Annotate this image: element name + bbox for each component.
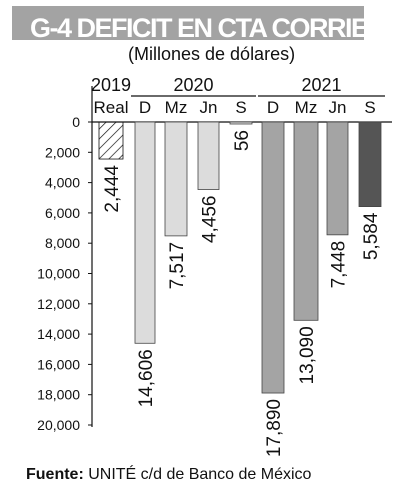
chart-title: G-4 DEFICIT EN CTA CORRIENTE: [30, 13, 405, 43]
bar-2019-real: [98, 121, 124, 160]
source-text: UNITÉ c/d de Banco de México: [83, 466, 312, 483]
category-label-2021-jn: Jn: [329, 98, 347, 117]
source-note: Fuente: UNITÉ c/d de Banco de México: [26, 466, 311, 484]
bar-2020-s: [229, 121, 253, 125]
bar-2020-jn: [197, 121, 220, 190]
year-label-2020: 2020: [173, 75, 213, 95]
category-label-2020-s: S: [235, 98, 246, 117]
bar-series: [98, 121, 382, 394]
category-label-2019-real: Real: [94, 98, 129, 117]
bar-2021-s: [358, 121, 382, 207]
category-label-2021-mz: Mz: [295, 98, 318, 117]
y-tick-label: 18,000: [37, 387, 80, 403]
bar-2020-mz: [164, 121, 188, 237]
data-label-2020-jn: 4,456: [200, 196, 221, 244]
bar-2021-mz: [293, 121, 319, 321]
y-tick-label: 4,000: [45, 175, 80, 191]
data-label-2020-d: 14,606: [136, 349, 157, 407]
data-label-2021-mz: 13,090: [297, 326, 318, 384]
category-label-2021-s: S: [364, 98, 375, 117]
y-tick-label: 0: [72, 114, 80, 130]
y-tick-label: 2,000: [45, 144, 80, 160]
title-banner: G-4 DEFICIT EN CTA CORRIENTE: [12, 6, 405, 43]
y-tick-label: 6,000: [45, 205, 80, 221]
chart-axes: 0 2,000 4,000 6,000 8,000 10,000 12,000 14,000 1…: [37, 86, 392, 433]
chart-subtitle: (Millones de dólares): [128, 44, 296, 64]
y-tick-label: 14,000: [37, 326, 80, 342]
bar-chart: 0 2,000 4,000 6,000 8,000 10,000 12,000 14,000 1…: [37, 75, 392, 457]
category-label-2021-d: D: [267, 98, 279, 117]
source-prefix: Fuente:: [26, 466, 84, 483]
category-label-2020-jn: Jn: [200, 98, 218, 117]
y-tick-label: 20,000: [37, 417, 80, 433]
data-label-2021-jn: 7,448: [329, 241, 350, 289]
category-headers: Real D Mz Jn S D Mz Jn S 2019 2020 2021: [91, 75, 385, 117]
category-label-2020-mz: Mz: [165, 98, 188, 117]
data-label-2020-s: 56: [232, 130, 253, 151]
bar-2021-d: [261, 121, 285, 394]
category-label-2020-d: D: [139, 98, 151, 117]
y-tick-label: 16,000: [37, 356, 80, 372]
year-label-2021: 2021: [301, 75, 341, 95]
bar-2021-jn: [326, 121, 349, 236]
year-label-2019: 2019: [91, 75, 131, 95]
data-label-2021-s: 5,584: [361, 212, 382, 260]
data-label-2020-mz: 7,517: [167, 242, 188, 290]
data-label-2019-real: 2,444: [102, 165, 123, 213]
y-tick-label: 12,000: [37, 296, 80, 312]
y-tick-label: 8,000: [45, 235, 80, 251]
y-tick-label: 10,000: [37, 266, 80, 282]
data-labels: 2,444 14,606 7,517 4,456 56 17,890 13,090 7,448…: [102, 130, 382, 457]
bar-2020-d: [134, 121, 156, 344]
data-label-2021-d: 17,890: [264, 399, 285, 457]
